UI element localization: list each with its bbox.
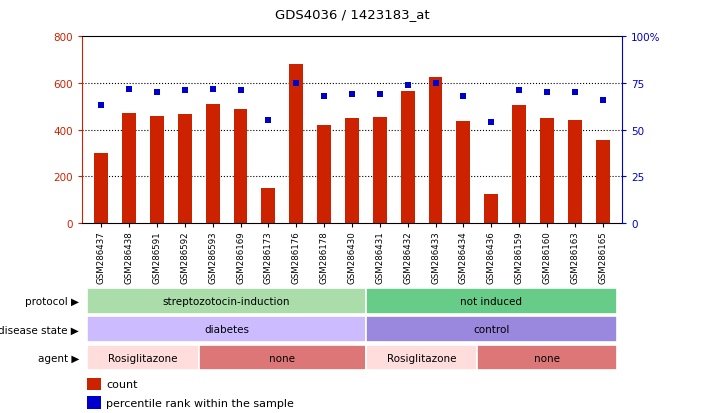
Point: [151, 90, 163, 96]
FancyBboxPatch shape: [366, 317, 616, 342]
Point: [486, 119, 497, 126]
Point: [374, 92, 385, 98]
Text: percentile rank within the sample: percentile rank within the sample: [106, 398, 294, 408]
Bar: [205, 104, 220, 223]
Bar: [95, 154, 108, 223]
Text: control: control: [473, 325, 509, 335]
Bar: [317, 126, 331, 223]
FancyBboxPatch shape: [87, 289, 366, 314]
Point: [179, 88, 191, 95]
Bar: [178, 115, 192, 223]
Bar: [484, 195, 498, 223]
Point: [207, 86, 218, 93]
FancyBboxPatch shape: [199, 345, 366, 370]
Point: [95, 103, 107, 109]
Point: [458, 93, 469, 100]
Bar: [373, 117, 387, 223]
Text: GDS4036 / 1423183_at: GDS4036 / 1423183_at: [274, 8, 429, 21]
Bar: [87, 378, 101, 390]
Text: none: none: [534, 353, 560, 363]
Point: [513, 88, 525, 95]
Text: streptozotocin-induction: streptozotocin-induction: [163, 297, 290, 306]
Text: disease state ▶: disease state ▶: [0, 325, 79, 335]
Bar: [429, 78, 442, 223]
Bar: [150, 116, 164, 223]
Text: protocol ▶: protocol ▶: [25, 297, 79, 306]
Bar: [262, 189, 275, 223]
Bar: [122, 114, 136, 223]
Point: [291, 81, 302, 87]
Text: Rosiglitazone: Rosiglitazone: [108, 353, 178, 363]
Point: [235, 88, 246, 95]
FancyBboxPatch shape: [87, 317, 366, 342]
Text: none: none: [269, 353, 295, 363]
Bar: [345, 119, 359, 223]
Bar: [401, 92, 415, 223]
Text: agent ▶: agent ▶: [38, 353, 79, 363]
FancyBboxPatch shape: [87, 345, 199, 370]
Point: [319, 93, 330, 100]
FancyBboxPatch shape: [366, 345, 477, 370]
Bar: [568, 120, 582, 223]
Point: [597, 97, 609, 104]
Bar: [456, 122, 470, 223]
Text: Rosiglitazone: Rosiglitazone: [387, 353, 456, 363]
Point: [346, 92, 358, 98]
Text: not induced: not induced: [460, 297, 522, 306]
Bar: [540, 119, 554, 223]
Point: [569, 90, 580, 96]
Bar: [87, 396, 101, 409]
Bar: [289, 65, 303, 223]
Bar: [596, 141, 609, 223]
FancyBboxPatch shape: [477, 345, 616, 370]
Point: [124, 86, 135, 93]
Point: [402, 82, 413, 89]
Bar: [512, 106, 526, 223]
FancyBboxPatch shape: [366, 289, 616, 314]
Point: [262, 118, 274, 124]
Text: count: count: [106, 379, 138, 389]
Point: [430, 81, 442, 87]
Bar: [234, 109, 247, 223]
Point: [541, 90, 552, 96]
Text: diabetes: diabetes: [204, 325, 249, 335]
